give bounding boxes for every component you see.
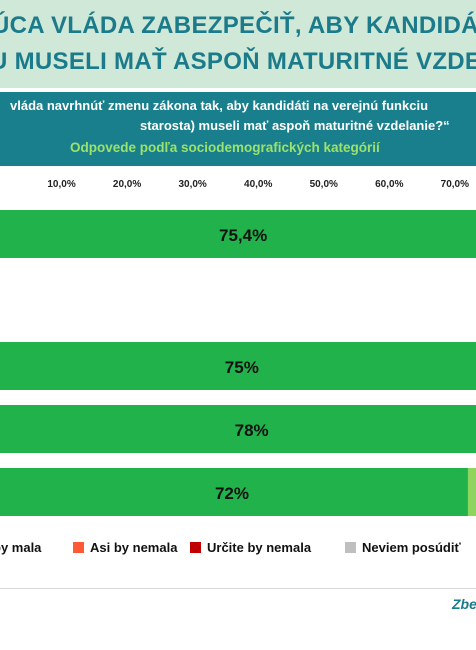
chart-title-line1: ÚCA VLÁDA ZABEZPEČIŤ, ABY KANDIDÁT <box>0 12 476 39</box>
x-tick-label: 50,0% <box>310 179 338 190</box>
legend-swatch <box>73 542 84 553</box>
stacked-bar-chart: 010,0%20,0%30,0%40,0%50,0%60,0%70,0%75,4… <box>0 179 476 516</box>
legend-label: by mala <box>0 540 42 555</box>
legend-label: Určite by nemala <box>207 540 312 555</box>
bar-segment <box>0 342 476 390</box>
legend-item: by mala <box>0 540 41 555</box>
bar-segment <box>467 468 476 516</box>
question-line2: starosta) museli mať aspoň maturitné vzd… <box>140 118 450 133</box>
x-tick-label: 40,0% <box>244 179 272 190</box>
x-tick-label: 70,0% <box>441 179 469 190</box>
legend: by mala Asi by nemala Určite by nemala Nevi… <box>0 540 476 562</box>
chart-title-line2: U MUSELI MAŤ ASPOŇ MATURITNÉ VZDE <box>0 48 476 75</box>
x-tick-label: 60,0% <box>375 179 403 190</box>
question-line1: vláda navrhnúť zmenu zákona tak, aby kan… <box>10 98 429 113</box>
chart-subtitle: Odpovede podľa sociodemografických kateg… <box>70 140 380 155</box>
data-label: 75% <box>225 358 259 377</box>
source-footer: Zbe <box>452 596 476 612</box>
legend-swatch <box>345 542 356 553</box>
question-banner: vláda navrhnúť zmenu zákona tak, aby kan… <box>0 92 476 166</box>
x-tick-label: 30,0% <box>178 179 206 190</box>
bar-segment <box>0 468 468 516</box>
legend-swatch <box>190 542 201 553</box>
bar-segment <box>0 210 476 258</box>
divider <box>0 588 476 589</box>
legend-label: Asi by nemala <box>90 540 178 555</box>
legend-item: Asi by nemala <box>73 540 177 555</box>
x-tick-label: 10,0% <box>47 179 75 190</box>
legend-item: Určite by nemala <box>190 540 311 555</box>
legend-label: Neviem posúdiť <box>362 540 461 555</box>
data-label: 75,4% <box>219 226 267 245</box>
title-banner: ÚCA VLÁDA ZABEZPEČIŤ, ABY KANDIDÁT U MUS… <box>0 0 476 88</box>
data-label: 72% <box>215 484 249 503</box>
bar-segment <box>0 405 476 453</box>
legend-item: Neviem posúdiť <box>345 540 461 555</box>
x-tick-label: 20,0% <box>113 179 141 190</box>
data-label: 78% <box>235 421 269 440</box>
